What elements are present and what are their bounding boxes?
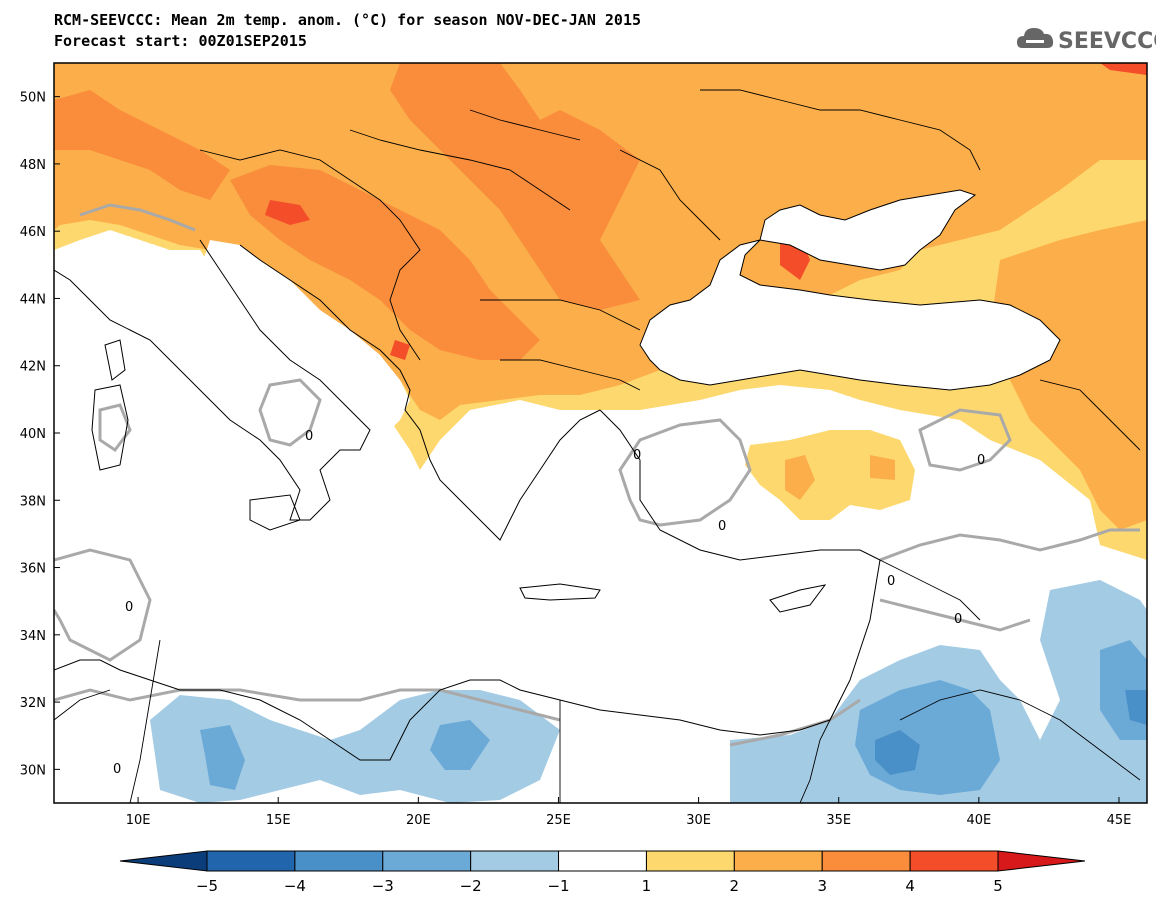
y-tick-label: 46N: [20, 225, 46, 240]
anomaly-minus2to3-arabia: [855, 640, 1147, 795]
anomaly-3to4-north: [390, 63, 640, 310]
crete: [519, 583, 601, 601]
contour-labels: 0 0 0 0 0 0 0 0: [113, 429, 985, 777]
anatolia-anomaly: [745, 430, 915, 520]
cyprus: [769, 584, 827, 613]
contour-label: 0: [887, 574, 895, 589]
colorbar-tick-label: −2: [460, 877, 482, 895]
anomaly-2to3-anatolia: [785, 455, 895, 500]
cloud-icon: [1017, 28, 1054, 48]
colorbar-tick-label: −3: [372, 877, 394, 895]
contour-label: 0: [977, 453, 985, 468]
x-tick-label: 35E: [826, 813, 851, 828]
anomaly-2to3-caucasus: [990, 220, 1147, 530]
x-tick-label: 15E: [266, 813, 291, 828]
anomaly-minus2to3-libya: [200, 720, 490, 790]
balkan-coast: [239, 244, 601, 541]
seevccc-logo: SEEVCCC: [1017, 28, 1156, 54]
colorbar-tick-label: −5: [196, 877, 218, 895]
colorbar-bin: [645, 850, 735, 872]
zero-contour-egypt: [729, 698, 861, 747]
colorbar-bin: [206, 850, 296, 872]
colorbar-max-arrow: [997, 850, 1086, 872]
sardinia: [91, 384, 129, 471]
coastlines-borders: [54, 89, 1141, 803]
colorbar-min-arrow: [119, 850, 208, 872]
colorbar-tick-label: −4: [284, 877, 306, 895]
map-area: 0 0 0 0 0 0 0 0: [54, 63, 1147, 803]
zero-contour-anatolia: [618, 418, 752, 527]
colorbar-bin: [733, 850, 823, 872]
colorbar-bin: [909, 850, 999, 872]
colorbar-tick-label: 2: [730, 877, 740, 895]
contour-label: 0: [125, 600, 133, 615]
forecast-start-subtitle: Forecast start: 00Z01SEP2015: [54, 32, 307, 50]
y-tick-label: 50N: [20, 91, 46, 106]
colorbar-tick-label: −1: [547, 877, 569, 895]
zero-contour-levant: [879, 528, 1140, 632]
y-tick-label: 34N: [20, 629, 46, 644]
anomaly-1to2-anatolia: [745, 430, 915, 520]
x-tick-label: 10E: [126, 813, 151, 828]
x-tick-label: 20E: [406, 813, 431, 828]
x-tick-label: 40E: [966, 813, 991, 828]
warm-anomaly-fields: [54, 63, 1147, 560]
anomaly-minus1to2-libya: [150, 690, 560, 803]
contour-label: 0: [113, 762, 121, 777]
y-tick-label: 32N: [20, 696, 46, 711]
black-sea: [639, 189, 1061, 391]
anomaly-3to4-west: [54, 90, 230, 200]
colorbar-bin: [821, 850, 911, 872]
colorbar-tick-label: 3: [817, 877, 827, 895]
y-tick-label: 48N: [20, 158, 46, 173]
colorbar-tick-label: 5: [993, 877, 1003, 895]
colorbar-tick-label: 4: [905, 877, 915, 895]
contour-label: 0: [718, 519, 726, 534]
colorbar-bin: [558, 850, 647, 872]
y-tick-label: 42N: [20, 360, 46, 375]
zero-contour-africa: [54, 548, 561, 722]
x-tick-label: 45E: [1107, 813, 1132, 828]
contour-label: 0: [305, 429, 313, 444]
country-borders: [54, 89, 1141, 803]
adriatic-sea: [200, 240, 410, 450]
x-tick-label: 30E: [686, 813, 711, 828]
colorbar-bin: [470, 850, 560, 872]
mediterranean-sea: [54, 300, 870, 710]
zero-contour-north-italy: [79, 203, 196, 232]
sicily: [249, 494, 301, 531]
colorbar-bin: [294, 850, 384, 872]
colorbar-tick-label: 1: [642, 877, 652, 895]
zero-contour-italy: [98, 378, 322, 453]
corsica: [104, 339, 126, 381]
x-tick-label: 25E: [546, 813, 571, 828]
y-tick-label: 44N: [20, 292, 46, 307]
contour-label: 0: [633, 448, 641, 463]
y-tick-label: 38N: [20, 494, 46, 509]
x-axis: 10E 15E 20E 25E 30E 35E 40E 45E: [126, 797, 1132, 828]
map-title: RCM-SEEVCCC: Mean 2m temp. anom. (°C) fo…: [54, 11, 641, 29]
contour-label: 0: [954, 612, 962, 627]
y-tick-label: 40N: [20, 427, 46, 442]
colorbar: −5 −4 −3 −2 −1 1 2 3 4 5: [119, 850, 1086, 895]
y-tick-label: 30N: [20, 763, 46, 778]
colorbar-bin: [382, 850, 472, 872]
cool-anomaly-fields: [150, 580, 1147, 803]
zero-contour-anatolia-east: [918, 408, 1012, 472]
y-tick-label: 36N: [20, 562, 46, 577]
turkey-coast: [599, 409, 881, 561]
anomaly-3to4-pannonia: [230, 165, 540, 360]
logo-text: SEEVCCC: [1058, 29, 1156, 54]
anomaly-minus3to4-arabia: [875, 690, 1147, 775]
y-axis: 30N 32N 34N 36N 38N 40N 42N 44N 46N 48N 50N: [20, 91, 60, 778]
zero-contours: [54, 203, 1140, 747]
